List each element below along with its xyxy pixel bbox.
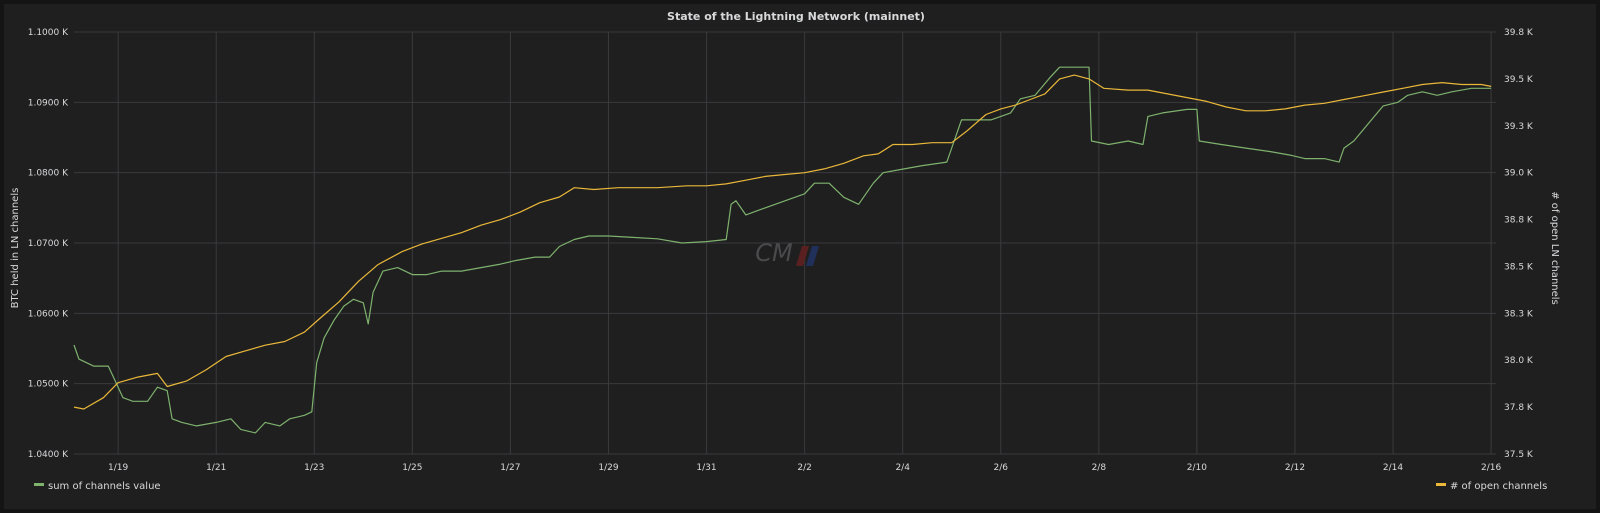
y-right-tick-label: 38.8 K	[1504, 216, 1534, 226]
y-right-tick-label: 38.5 K	[1504, 262, 1534, 272]
y-left-tick-label: 1.0900 K	[28, 98, 69, 108]
chart-panel: State of the Lightning Network (mainnet)…	[4, 4, 1596, 509]
chart-title: State of the Lightning Network (mainnet)	[667, 10, 925, 23]
series	[73, 66, 1492, 434]
line-chart: State of the Lightning Network (mainnet)…	[10, 10, 1560, 492]
legend-swatch-yellow	[1436, 483, 1446, 486]
y-right-tick-label: 39.3 K	[1504, 122, 1534, 132]
watermark-stripes-icon	[796, 246, 819, 266]
legend-swatch-green	[34, 483, 44, 486]
y-left-tick-label: 1.0400 K	[28, 450, 69, 460]
x-tick-label: 1/27	[500, 463, 520, 473]
y-right-tick-label: 37.8 K	[1504, 403, 1534, 413]
tick-labels: 1/19 1/21 1/23 1/25 1/27 1/29 1/31 2/2 2/4 2/6 2/8…	[28, 28, 1534, 473]
y-left-tick-label: 1.0800 K	[28, 169, 69, 179]
watermark-logo: CM	[755, 239, 793, 267]
y-right-tick-label: 39.0 K	[1504, 169, 1534, 179]
grid	[74, 31, 1496, 455]
legend-item-sum-of-channels[interactable]: sum of channels value	[34, 481, 161, 492]
series-line-sum-of-channels	[73, 66, 1492, 434]
x-tick-label: 1/31	[696, 463, 716, 473]
legend-item-open-channels[interactable]: # of open channels	[1436, 481, 1547, 492]
x-tick-label: 2/4	[895, 463, 910, 473]
y-left-tick-label: 1.0700 K	[28, 239, 69, 249]
x-tick-label: 2/16	[1481, 463, 1501, 473]
legend: sum of channels value # of open channels	[34, 481, 1547, 492]
x-tick-label: 2/6	[994, 463, 1009, 473]
legend-label-sum-of-channels: sum of channels value	[48, 481, 161, 492]
x-tick-label: 2/2	[797, 463, 811, 473]
y-right-tick-label: 38.3 K	[1504, 309, 1534, 319]
y-left-tick-label: 1.0500 K	[28, 380, 69, 390]
x-tick-label: 2/12	[1285, 463, 1305, 473]
x-tick-label: 1/23	[304, 463, 324, 473]
x-tick-label: 1/25	[402, 463, 422, 473]
x-tick-label: 2/8	[1092, 463, 1107, 473]
x-tick-label: 2/14	[1383, 463, 1403, 473]
x-tick-label: 2/10	[1187, 463, 1207, 473]
y-right-tick-label: 39.5 K	[1504, 75, 1534, 85]
y-left-tick-label: 1.0600 K	[28, 309, 69, 319]
x-tick-label: 1/21	[206, 463, 226, 473]
series-line-open-channels	[73, 74, 1492, 410]
y-left-tick-label: 1.1000 K	[28, 28, 69, 38]
x-tick-label: 1/29	[598, 463, 618, 473]
y-axis-left-label: BTC held in LN channels	[10, 188, 21, 309]
x-tick-label: 1/19	[108, 463, 128, 473]
y-axis-right-label: # of open LN channels	[1549, 191, 1560, 305]
y-right-tick-label: 37.5 K	[1504, 450, 1534, 460]
y-right-tick-label: 39.8 K	[1504, 28, 1534, 38]
y-right-tick-label: 38.0 K	[1504, 356, 1534, 366]
legend-label-open-channels: # of open channels	[1450, 481, 1547, 492]
